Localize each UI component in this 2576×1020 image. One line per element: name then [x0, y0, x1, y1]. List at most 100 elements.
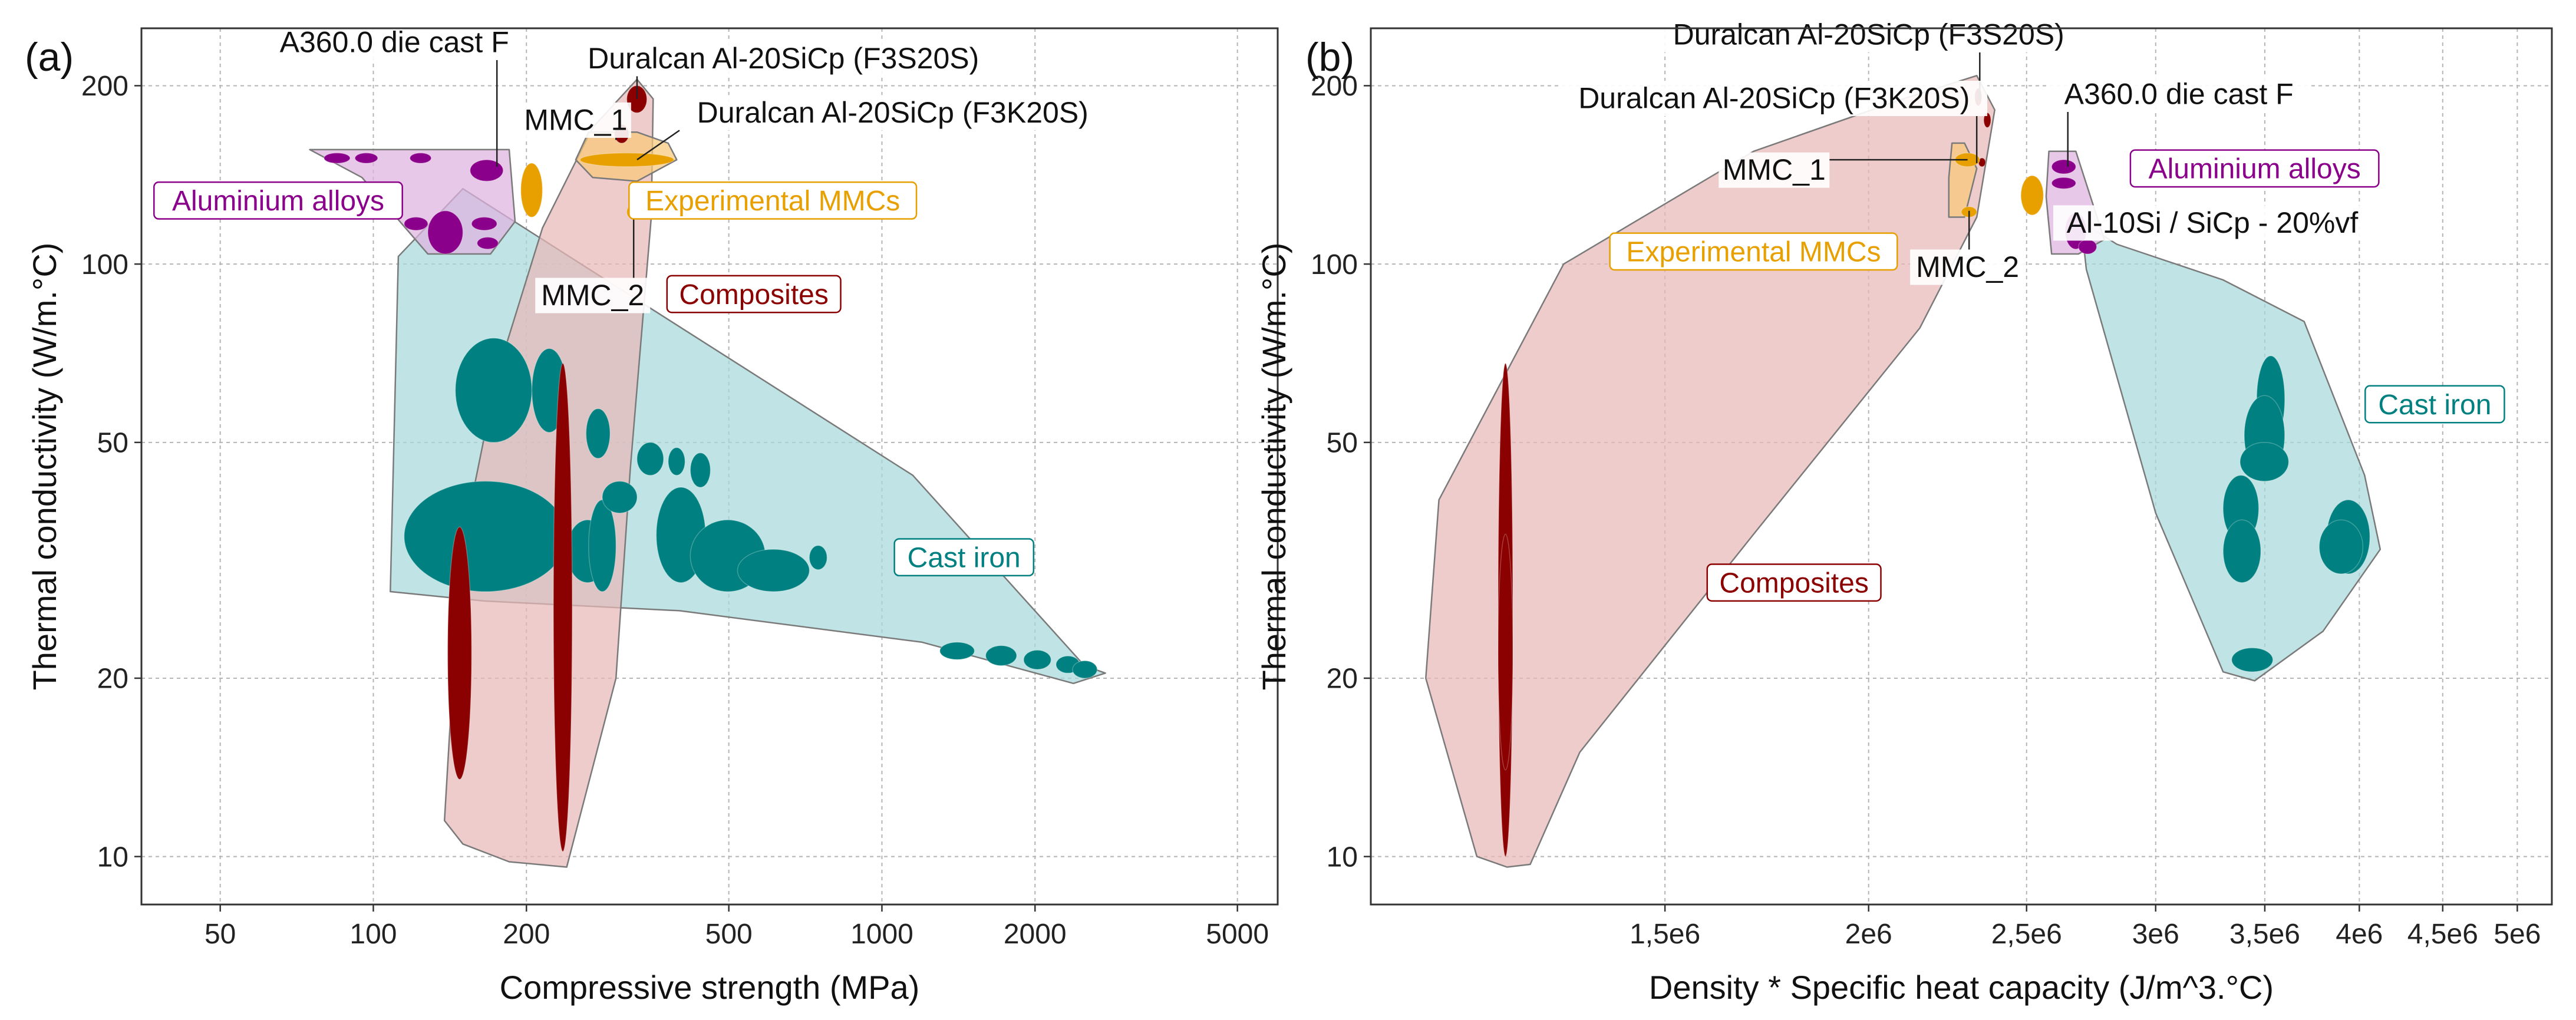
x-tick-label: 3,5e6: [2229, 919, 2300, 950]
x-tick-label: 5e6: [2493, 919, 2541, 950]
material-cast-iron-1: [454, 338, 533, 443]
material-aluminium-alloys-26: [469, 159, 504, 182]
annotation-label: Duralcan Al-20SiCp (F3K20S): [697, 96, 1089, 129]
annotation-bg: [1719, 152, 1830, 188]
annotation-bg: [1910, 249, 2026, 285]
annotation-bg: [263, 24, 525, 60]
x-axis-label: Compressive strength (MPa): [500, 969, 920, 1006]
annotation-bg: [679, 95, 1106, 131]
y-axis-label: Thermal conductivity (W/m.°C): [26, 243, 63, 691]
annotation-bg: [2053, 205, 2371, 241]
family-label-box: [153, 181, 403, 220]
material-cast-iron-5: [602, 480, 638, 514]
material-cast-iron-7: [636, 442, 664, 476]
y-tick-label: 200: [1311, 71, 1358, 102]
family-labels: Cast iron Composites Aluminium alloys Exper…: [153, 181, 1035, 577]
material-cast-iron-8: [668, 447, 686, 476]
material-cast-iron-9: [690, 452, 711, 488]
material-cast-iron-13: [809, 544, 828, 570]
material-cast-iron-15: [985, 645, 1017, 666]
y-tick-label: 50: [97, 428, 128, 459]
family-label-box: [1706, 563, 1882, 602]
y-tick-label: 50: [1327, 428, 1358, 459]
x-tick-label: 2000: [1004, 919, 1067, 950]
material-aluminium-alloys-30: [476, 236, 499, 250]
annotation-label: A360.0 die cast F: [2064, 77, 2294, 110]
y-tick-label: 200: [81, 71, 128, 102]
annotations: A360.0 die cast F Duralcan Al-20SiCp (F3S…: [263, 24, 1106, 313]
family-label-box: [2129, 149, 2380, 188]
material-cast-iron-14: [2239, 442, 2290, 482]
y-tick-label: 20: [97, 664, 128, 695]
x-tick-label: 4e6: [2336, 919, 2383, 950]
material-experimental-mmcs-5: [2020, 175, 2044, 216]
material-cast-iron-16: [2222, 519, 2261, 583]
material-cast-iron-4: [588, 499, 616, 592]
x-tick-label: 1,5e6: [1630, 919, 1700, 950]
material-cast-iron-16: [1023, 649, 1052, 670]
panel-label: (b): [1305, 35, 1354, 80]
envelope-aluminium-alloys: [309, 148, 516, 255]
family-label-cast-iron: Cast iron: [2378, 389, 2491, 421]
material-composites-1: [1498, 533, 1513, 771]
family-label-composites: Composites: [1719, 567, 1868, 599]
family-label-box: [2364, 385, 2505, 424]
x-tick-label: 500: [705, 919, 753, 950]
panel-a: A360.0 die cast F Duralcan Al-20SiCp (F3S…: [25, 24, 1279, 1006]
family-label-aluminium-alloys: Aluminium alloys: [172, 186, 384, 217]
family-label-box: [1609, 232, 1898, 271]
annotation-bg: [1655, 16, 2082, 52]
material-cast-iron-18: [2318, 519, 2364, 575]
family-label-cast-iron: Cast iron: [908, 543, 1021, 574]
annotation-bg: [570, 41, 997, 77]
annotation-bg: [535, 278, 651, 313]
annotation-label: Duralcan Al-20SiCp (F3K20S): [1578, 81, 1970, 114]
annotation-bg: [520, 102, 631, 138]
annotation-label: MMC_2: [541, 279, 644, 312]
material-aluminium-alloys-8: [2051, 159, 2077, 174]
envelope-composites: [1425, 75, 1996, 868]
envelope-cast-iron: [2080, 220, 2382, 682]
family-label-box: [628, 181, 918, 220]
annotation-bg: [2048, 76, 2310, 112]
panel-b: Duralcan Al-20SiCp (F3S20S) Duralcan Al-2…: [1255, 16, 2553, 1006]
x-tick-label: 1000: [850, 919, 913, 950]
annotation-label: MMC_2: [1916, 250, 2019, 283]
y-tick-label: 10: [1327, 841, 1358, 873]
annotation-label: MMC_1: [524, 103, 627, 136]
material-aluminium-alloys-28: [427, 210, 464, 255]
axes-frame: [140, 27, 1279, 906]
panel-label: (a): [25, 35, 74, 80]
family-label-composites: Composites: [679, 279, 828, 311]
material-cast-iron-12: [737, 549, 810, 592]
x-tick-label: 2,5e6: [1991, 919, 2062, 950]
material-aluminium-alloys-23: [324, 152, 351, 164]
x-tick-label: 200: [503, 919, 550, 950]
material-cast-iron-6: [585, 408, 611, 459]
annotation-label: Al-10Si / SiCp - 20%vf: [2067, 206, 2359, 239]
material-cast-iron-14: [939, 642, 975, 661]
y-tick-label: 100: [1311, 249, 1358, 280]
y-tick-label: 100: [81, 249, 128, 280]
y-tick-label: 10: [97, 841, 128, 873]
axes-frame: [1370, 27, 2553, 906]
material-cast-iron-19: [2231, 647, 2274, 672]
material-composites-3: [1983, 112, 1991, 128]
material-cast-iron-0: [404, 480, 568, 592]
material-aluminium-alloys-24: [354, 152, 378, 164]
material-composites-20: [553, 362, 573, 852]
material-aluminium-alloys-29: [471, 216, 497, 231]
family-label-experimental-mmcs: Experimental MMCs: [645, 186, 900, 217]
annotation-bg: [1561, 80, 1988, 116]
material-aluminium-alloys-9: [2051, 177, 2077, 190]
x-tick-label: 3e6: [2132, 919, 2179, 950]
y-tick-label: 20: [1327, 664, 1358, 695]
x-tick-label: 2e6: [1845, 919, 1892, 950]
family-label-experimental-mmcs: Experimental MMCs: [1626, 237, 1881, 268]
material-aluminium-alloys-11: [2078, 239, 2097, 255]
family-label-box: [666, 275, 842, 313]
annotation-label: MMC_1: [1723, 153, 1826, 186]
material-aluminium-alloys-27: [404, 216, 428, 231]
